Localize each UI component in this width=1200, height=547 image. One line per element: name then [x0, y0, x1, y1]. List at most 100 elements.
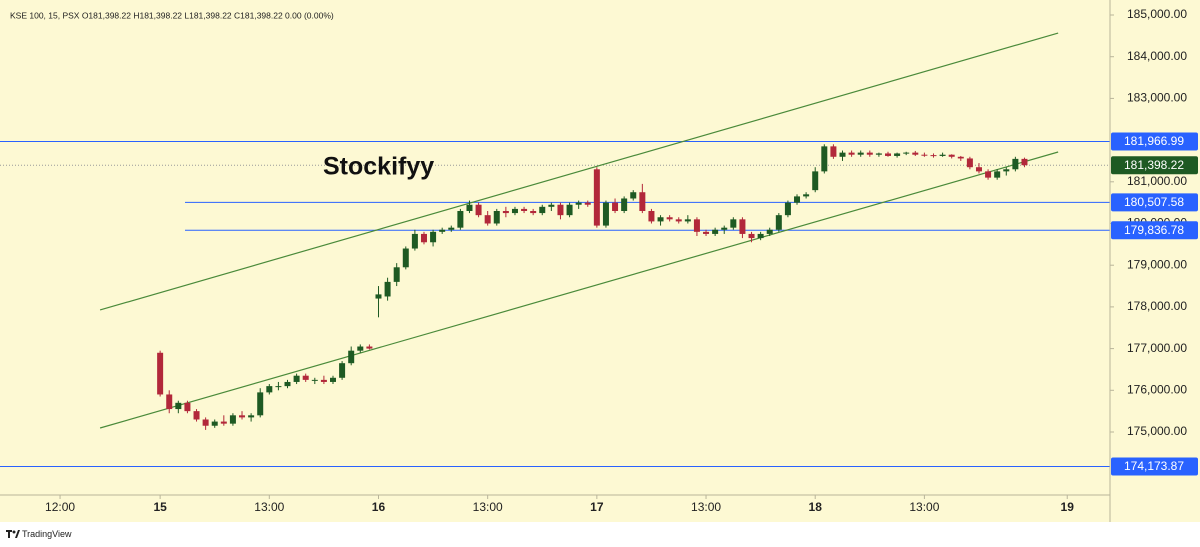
candle-body — [821, 146, 828, 172]
candle-body — [766, 229, 773, 234]
candle-body — [339, 363, 346, 378]
logo-slash — [15, 530, 20, 538]
level-label: 180,507.58 — [1124, 195, 1184, 209]
candle-body — [466, 204, 473, 211]
y-tick-label: 175,000.00 — [1127, 424, 1187, 438]
candle-body — [420, 233, 427, 243]
candle-body — [575, 202, 582, 205]
candle-body — [384, 281, 391, 297]
trendline — [99, 32, 1059, 311]
candle-body — [739, 219, 746, 234]
candle-body — [1003, 169, 1010, 172]
candle-body — [730, 219, 737, 228]
brand-logo — [6, 530, 20, 538]
candle-body — [484, 215, 491, 224]
symbol-header: KSE 100, 15, PSX O181,398.22 H181,398.22… — [10, 10, 334, 20]
candle-body — [266, 386, 273, 393]
candle-body — [757, 233, 764, 239]
chart-background — [0, 0, 1200, 522]
candle-body — [775, 215, 782, 230]
candle-body — [475, 204, 482, 216]
x-tick-label: 13:00 — [909, 500, 939, 514]
candle-body — [402, 248, 409, 268]
candle-body — [430, 231, 437, 243]
candle-body — [612, 202, 619, 211]
candle-body — [220, 421, 227, 424]
candle-body — [366, 346, 373, 349]
candle-body — [639, 192, 646, 211]
candle-body — [912, 152, 919, 155]
candle-body — [703, 231, 710, 234]
plot-area — [0, 32, 1110, 467]
candle-body — [903, 152, 910, 154]
candle-body — [275, 386, 282, 388]
candle-body — [375, 294, 382, 299]
candle-body — [675, 219, 682, 222]
level-label: 174,173.87 — [1124, 459, 1184, 473]
candle-body — [248, 415, 255, 418]
x-tick-label: 13:00 — [473, 500, 503, 514]
y-tick-label: 181,000.00 — [1127, 174, 1187, 188]
candle-body — [439, 229, 446, 232]
candle-body — [948, 154, 955, 157]
candle-body — [448, 227, 455, 230]
candle-body — [302, 375, 309, 380]
candle-body — [584, 202, 591, 205]
logo-dot — [12, 530, 16, 534]
candle-body — [857, 152, 864, 155]
level-label-box — [1111, 193, 1198, 212]
candle-body — [930, 155, 937, 157]
candle-body — [357, 346, 364, 351]
candle-body — [548, 204, 555, 207]
x-tick-label: 19 — [1061, 500, 1075, 514]
level-label-box — [1111, 457, 1198, 476]
candle-body — [211, 421, 218, 426]
candle-body — [193, 411, 200, 420]
candle-body — [521, 208, 528, 211]
candle-body — [839, 152, 846, 157]
candle-body — [966, 158, 973, 168]
candle-body — [320, 379, 327, 382]
candle-body — [530, 210, 537, 214]
footer-background — [0, 522, 1200, 547]
last-price-label: 181,398.22 — [1124, 158, 1184, 172]
level-label-box — [1111, 221, 1198, 240]
candle-body — [502, 210, 509, 214]
candle-body — [330, 377, 336, 382]
candle-body — [985, 171, 992, 178]
candle-body — [257, 392, 264, 416]
candle-body — [885, 153, 891, 156]
y-tick-label: 179,000.00 — [1127, 257, 1187, 271]
candle-body — [1021, 158, 1028, 166]
candle-body — [202, 419, 209, 426]
candle-body — [411, 233, 418, 249]
trendline — [99, 151, 1059, 429]
candle-body — [866, 152, 873, 155]
candle-body — [630, 192, 637, 199]
level-label: 181,966.99 — [1124, 134, 1184, 148]
candle-body — [812, 171, 819, 191]
candle-body — [693, 219, 700, 232]
candle-body — [666, 217, 673, 220]
candle-body — [166, 394, 173, 410]
y-tick-label: 178,000.00 — [1127, 299, 1187, 313]
candle-body — [657, 217, 664, 222]
candle-body — [875, 153, 882, 155]
candle-body — [348, 350, 355, 364]
candle-body — [511, 208, 518, 214]
y-tick-label: 177,000.00 — [1127, 341, 1187, 355]
level-label-box — [1111, 132, 1198, 151]
candle-body — [157, 352, 164, 395]
candle-body — [566, 204, 573, 216]
candle-body — [239, 415, 246, 418]
candle-body — [830, 146, 837, 157]
x-tick-label: 18 — [809, 500, 823, 514]
y-tick-label: 183,000.00 — [1127, 91, 1187, 105]
candle-body — [748, 233, 755, 239]
candle-body — [184, 402, 191, 412]
y-tick-label: 185,000.00 — [1127, 7, 1187, 21]
candle-body — [602, 202, 609, 226]
candle-body — [621, 198, 628, 211]
